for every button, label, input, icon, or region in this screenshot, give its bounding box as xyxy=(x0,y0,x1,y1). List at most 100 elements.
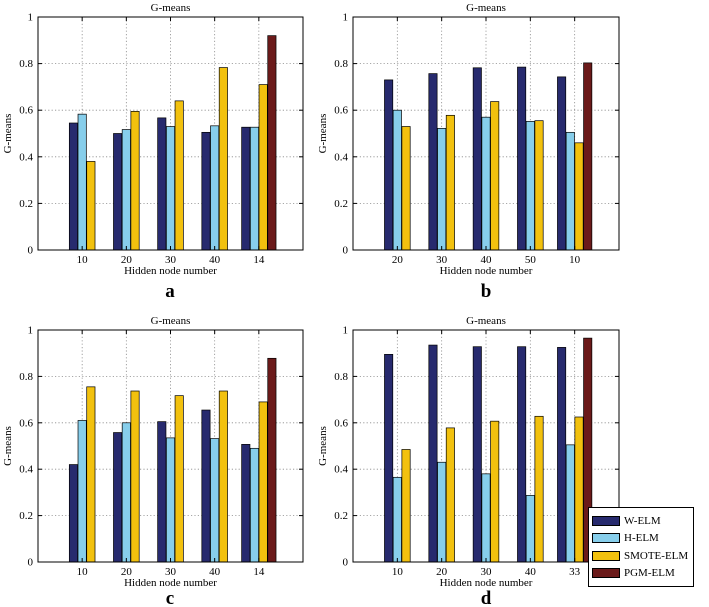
bar-w-elm-30 xyxy=(428,73,438,251)
y-tick-label: 1 xyxy=(28,325,34,337)
y-tick-label: 0 xyxy=(343,557,349,569)
y-axis-label: G-means xyxy=(317,426,329,466)
y-tick-label: 0.8 xyxy=(334,58,348,70)
x-axis-label: Hidden node number xyxy=(440,577,533,589)
bar-h-elm-40 xyxy=(210,438,220,563)
bar-h-elm-40 xyxy=(210,125,220,251)
chart-title: G-means xyxy=(151,315,191,327)
x-tick-label: 20 xyxy=(436,566,448,578)
panel-d: 0 0.2 0.4 0.6 0.8 1 10 20 30 40 33 G-means Hidden no… xyxy=(317,315,620,607)
bar-smote-elm-30 xyxy=(174,100,184,251)
chart-title: G-means xyxy=(466,2,506,14)
legend-label-smote-elm: SMOTE-ELM xyxy=(624,549,689,562)
bar-smote-elm-20 xyxy=(445,427,455,563)
bar-w-elm-10 xyxy=(68,122,78,251)
bar-h-elm-50 xyxy=(525,121,535,251)
bar-pgm-elm-10 xyxy=(583,62,593,251)
bar-w-elm-14 xyxy=(241,444,251,563)
bar-w-elm-33 xyxy=(557,347,567,563)
y-tick-label: 0 xyxy=(343,245,349,257)
chart-title: G-means xyxy=(151,2,191,14)
x-tick-label: 50 xyxy=(525,254,537,266)
bar-smote-elm-40 xyxy=(534,415,544,563)
chart-title: G-means xyxy=(466,315,506,327)
bar-smote-elm-33 xyxy=(574,416,584,563)
x-tick-label: 10 xyxy=(77,254,89,266)
bar-h-elm-30 xyxy=(166,126,176,251)
bar-h-elm-30 xyxy=(166,437,176,563)
bar-w-elm-40 xyxy=(517,346,527,563)
bar-w-elm-30 xyxy=(157,421,167,563)
panel-a: 0 0.2 0.4 0.6 0.8 1 10 20 30 40 14 G-means Hidden no… xyxy=(2,2,304,302)
bar-smote-elm-20 xyxy=(130,390,140,563)
bar-w-elm-20 xyxy=(113,432,123,563)
x-tick-label: 40 xyxy=(525,566,537,578)
bar-w-elm-20 xyxy=(428,344,438,563)
bar-h-elm-10 xyxy=(565,131,575,251)
y-tick-label: 0 xyxy=(28,557,34,569)
x-tick-label: 30 xyxy=(165,254,177,266)
bar-pgm-elm-14 xyxy=(267,35,277,251)
x-tick-label: 20 xyxy=(121,566,133,578)
bar-h-elm-33 xyxy=(565,444,575,563)
legend-swatch-w-elm xyxy=(592,515,620,526)
y-tick-label: 0.6 xyxy=(19,105,33,117)
y-tick-label: 0.4 xyxy=(19,464,33,476)
bar-h-elm-20 xyxy=(121,129,131,251)
bar-h-elm-14 xyxy=(249,447,259,563)
x-tick-label: 14 xyxy=(253,566,265,578)
legend-label-pgm-elm: PGM-ELM xyxy=(624,567,675,580)
legend-swatch-pgm-elm xyxy=(592,568,620,579)
panel-c: 0 0.2 0.4 0.6 0.8 1 10 20 30 40 14 G-means Hidden no… xyxy=(2,315,304,607)
y-tick-label: 0.8 xyxy=(19,371,33,383)
y-tick-label: 0.6 xyxy=(334,417,348,429)
bar-smote-elm-10 xyxy=(574,142,584,251)
y-tick-label: 0.2 xyxy=(19,510,33,522)
bar-w-elm-40 xyxy=(472,67,482,251)
bar-smote-elm-30 xyxy=(174,395,184,563)
x-tick-label: 30 xyxy=(165,566,177,578)
bar-h-elm-30 xyxy=(437,128,447,251)
bar-h-elm-20 xyxy=(392,109,402,251)
bar-h-elm-40 xyxy=(481,116,491,251)
x-tick-label: 40 xyxy=(481,254,493,266)
bar-smote-elm-40 xyxy=(490,101,500,251)
bar-smote-elm-40 xyxy=(218,390,228,563)
y-tick-label: 0.4 xyxy=(334,151,348,163)
bar-smote-elm-14 xyxy=(258,401,268,563)
y-tick-label: 1 xyxy=(343,12,349,24)
legend: W-ELM H-ELM SMOTE-ELM PGM-ELM xyxy=(588,507,694,587)
bar-w-elm-50 xyxy=(517,66,527,251)
bar-smote-elm-10 xyxy=(401,449,411,563)
x-axis-label: Hidden node number xyxy=(124,265,217,277)
bar-h-elm-10 xyxy=(392,476,402,563)
bar-h-elm-10 xyxy=(77,420,87,563)
legend-entry-w-elm: W-ELM xyxy=(592,512,690,530)
bar-smote-elm-10 xyxy=(86,386,96,563)
bar-w-elm-10 xyxy=(68,464,78,563)
bar-smote-elm-20 xyxy=(401,126,411,251)
y-tick-label: 0.4 xyxy=(334,464,348,476)
bar-w-elm-20 xyxy=(384,79,394,251)
y-tick-label: 0.2 xyxy=(334,198,348,210)
y-axis-label: G-means xyxy=(317,114,329,154)
bar-smote-elm-30 xyxy=(490,420,500,563)
x-tick-label: 40 xyxy=(209,254,221,266)
x-tick-label: 10 xyxy=(77,566,89,578)
bar-smote-elm-30 xyxy=(445,114,455,251)
y-tick-label: 0.8 xyxy=(334,371,348,383)
x-tick-label: 10 xyxy=(392,566,404,578)
bar-w-elm-10 xyxy=(384,354,394,563)
bar-h-elm-20 xyxy=(121,422,131,563)
legend-swatch-h-elm xyxy=(592,533,620,544)
bar-h-elm-30 xyxy=(481,473,491,563)
x-tick-label: 20 xyxy=(392,254,404,266)
bar-h-elm-20 xyxy=(437,461,447,563)
panel-b: 0 0.2 0.4 0.6 0.8 1 20 30 40 50 10 G-means Hidden no… xyxy=(317,2,620,302)
panel-label: c xyxy=(166,588,174,607)
y-tick-label: 0.2 xyxy=(334,510,348,522)
panel-label: b xyxy=(481,281,492,302)
legend-label-h-elm: H-ELM xyxy=(624,532,659,545)
y-tick-label: 0.4 xyxy=(19,151,33,163)
